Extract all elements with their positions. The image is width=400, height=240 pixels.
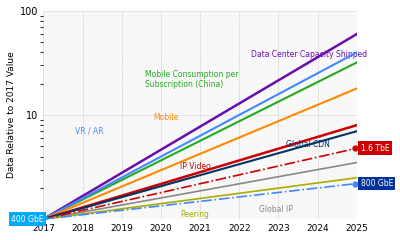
Text: VR / AR: VR / AR [75, 127, 103, 136]
Text: 800 GbE: 800 GbE [361, 179, 393, 188]
Y-axis label: Data Relative to 2017 Value: Data Relative to 2017 Value [7, 52, 16, 179]
Text: Mobile Consumption per
Subscription (China): Mobile Consumption per Subscription (Chi… [145, 70, 239, 89]
Text: Mobile: Mobile [153, 113, 178, 122]
Text: Data Center Capacity Shipped: Data Center Capacity Shipped [251, 50, 367, 59]
Text: Peering: Peering [180, 210, 209, 219]
Text: IP Video: IP Video [180, 162, 211, 171]
Text: 1.6 TbE: 1.6 TbE [361, 144, 389, 153]
Text: Global IP: Global IP [259, 205, 293, 214]
Text: 400 GbE: 400 GbE [11, 215, 43, 224]
Text: Global CDN: Global CDN [286, 140, 330, 149]
